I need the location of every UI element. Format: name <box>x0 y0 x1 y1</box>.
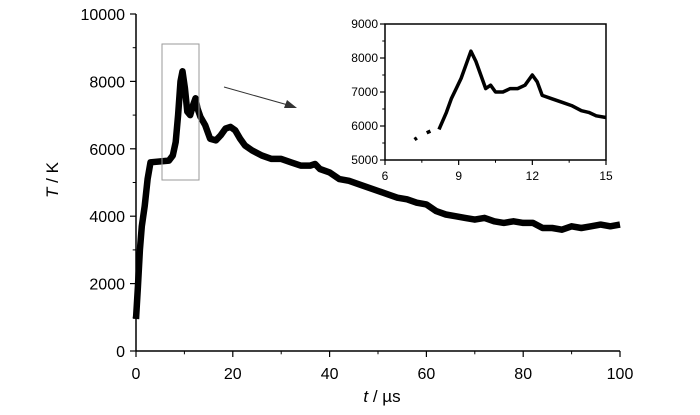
main-x-tick-label: 100 <box>607 366 634 383</box>
zoom-arrow-line <box>223 86 289 106</box>
main-x-tick-label: 80 <box>514 366 532 383</box>
inset-plot: 6 9 12 15 5000 6000 7000 8000 9000 <box>351 17 613 183</box>
zoom-region-box <box>161 43 200 181</box>
main-y-tick-label: 6000 <box>89 142 125 159</box>
zoom-arrowhead <box>284 100 297 108</box>
inset-y-tick-label: 5000 <box>351 153 378 167</box>
main-plot: 0 20 40 60 80 100 0 2000 4000 6000 8000 10000 <box>81 7 634 383</box>
x-axis-title: t / µs <box>363 387 400 406</box>
inset-series-line <box>413 136 418 142</box>
inset-series-line <box>425 129 432 135</box>
inset-x-tick-label: 12 <box>526 169 540 183</box>
inset-x-tick-label: 6 <box>382 169 389 183</box>
inset-x-tick-label: 15 <box>599 169 613 183</box>
main-x-tick-label: 40 <box>321 366 339 383</box>
inset-y-tick-label: 8000 <box>351 51 378 65</box>
zoom-annotation <box>161 43 297 181</box>
inset-y-tick-label: 6000 <box>351 119 378 133</box>
main-y-tick-label: 2000 <box>89 277 125 294</box>
inset-y-tick-label: 7000 <box>351 85 378 99</box>
main-x-tick-label: 20 <box>224 366 242 383</box>
main-y-tick-label: 4000 <box>89 209 125 226</box>
main-x-tick-label: 0 <box>132 366 141 383</box>
main-y-tick-label: 10000 <box>81 7 126 24</box>
inset-x-tick-label: 9 <box>455 169 462 183</box>
main-series-line <box>132 68 621 320</box>
inset-series-line <box>437 49 607 131</box>
main-y-tick-label: 0 <box>116 344 125 361</box>
inset-y-tick-label: 9000 <box>351 17 378 31</box>
main-x-tick-label: 60 <box>418 366 436 383</box>
y-axis-title: T / K <box>43 161 62 198</box>
main-y-tick-label: 8000 <box>89 74 125 91</box>
